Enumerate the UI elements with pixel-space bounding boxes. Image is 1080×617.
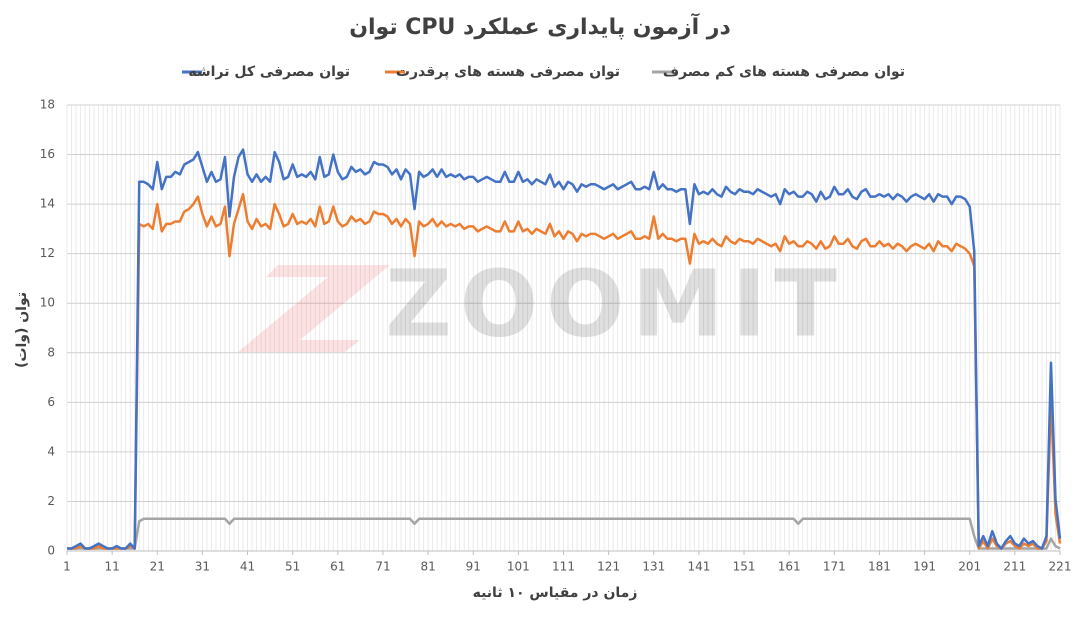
x-tick-label: 81 <box>420 560 435 574</box>
y-tick-label: 8 <box>47 345 55 359</box>
line-series <box>67 517 1061 550</box>
line-series <box>67 192 1062 550</box>
x-tick-label: 91 <box>466 560 481 574</box>
logo-shape <box>238 265 390 352</box>
y-tick-label: 18 <box>40 98 55 112</box>
x-tick-label: 121 <box>597 560 620 574</box>
x-tick-label: 41 <box>240 560 255 574</box>
y-tick-label: 16 <box>40 147 55 161</box>
x-tick-label: 151 <box>733 560 756 574</box>
legend-label: توان مصرفی هسته های کم مصرف <box>663 64 905 80</box>
y-tick-label: 4 <box>47 444 55 458</box>
watermark: ZOOMIT <box>385 250 845 357</box>
x-axis-title: زمان در مقیاس ۱۰ ثانیه <box>473 585 638 601</box>
legend-label: توان مصرفی کل تراشه <box>188 64 350 80</box>
x-tick-label: 11 <box>104 560 119 574</box>
y-tick-label: 6 <box>47 395 55 409</box>
x-tick-label: 171 <box>823 560 846 574</box>
x-tick-label: 221 <box>1049 560 1072 574</box>
x-tick-label: 31 <box>195 560 210 574</box>
x-tick-label: 201 <box>958 560 981 574</box>
x-tick-label: 131 <box>642 560 665 574</box>
y-tick-label: 14 <box>40 197 55 211</box>
x-tick-label: 181 <box>868 560 891 574</box>
x-tick-label: 71 <box>375 560 390 574</box>
y-tick-label: 0 <box>47 544 55 558</box>
x-tick-label: 1 <box>63 560 71 574</box>
x-tick-label: 101 <box>507 560 530 574</box>
x-tick-label: 111 <box>552 560 575 574</box>
chart-title: توان CPU در آزمون پایداری عملکرد <box>349 12 731 40</box>
watermark-logo <box>238 265 390 352</box>
y-tick-label: 10 <box>40 296 55 310</box>
line-series <box>67 148 1062 550</box>
y-tick-label: 2 <box>47 494 55 508</box>
x-tick-label: 161 <box>778 560 801 574</box>
x-tick-label: 191 <box>913 560 936 574</box>
x-tick-label: 211 <box>1003 560 1026 574</box>
x-tick-label: 61 <box>330 560 345 574</box>
x-tick-label: 141 <box>687 560 710 574</box>
y-tick-label: 12 <box>40 246 55 260</box>
x-tick-label: 51 <box>285 560 300 574</box>
y-axis-title: توان (وات) <box>14 292 30 368</box>
x-tick-label: 21 <box>150 560 165 574</box>
legend-label: توان مصرفی هسته های پرقدرت <box>396 64 620 80</box>
